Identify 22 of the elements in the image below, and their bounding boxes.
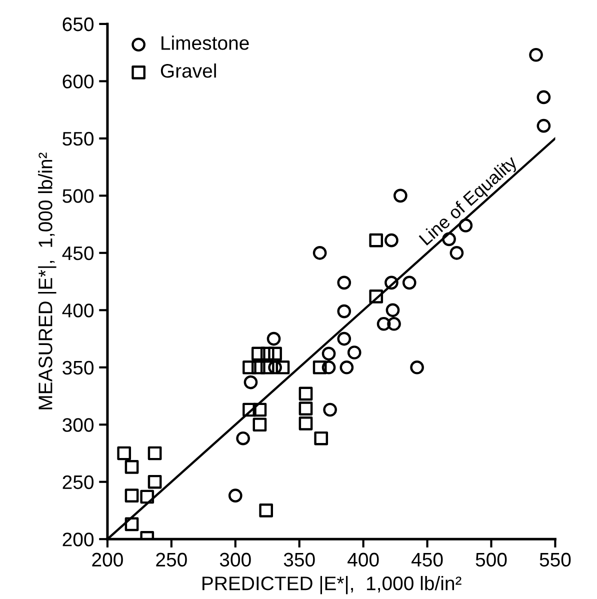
y-tick-label: 300 bbox=[62, 418, 94, 432]
x-tick-label: 550 bbox=[540, 552, 571, 567]
y-tick-label: 350 bbox=[62, 360, 94, 375]
y-tick-label: 200 bbox=[62, 532, 94, 546]
y-axis-title: MEASURED |E*|, 1,000 lb/in² bbox=[38, 152, 56, 410]
y-tick-label: 450 bbox=[62, 246, 94, 260]
x-tick-label: 350 bbox=[284, 552, 315, 567]
y-tick-label: 250 bbox=[62, 475, 94, 490]
x-axis-title: PREDICTED |E*|, 1,000 lb/in² bbox=[202, 576, 462, 594]
x-tick-label: 250 bbox=[156, 552, 187, 567]
y-tick-label: 400 bbox=[62, 304, 94, 318]
x-tick-label: 200 bbox=[92, 552, 123, 567]
y-tick-label: 650 bbox=[62, 17, 94, 32]
x-tick-label: 500 bbox=[476, 552, 507, 567]
x-tick-label: 400 bbox=[348, 552, 379, 567]
y-tick-label: 500 bbox=[62, 189, 94, 203]
y-tick-label: 600 bbox=[62, 74, 94, 88]
y-tick-label: 550 bbox=[62, 132, 94, 146]
x-tick-label: 300 bbox=[220, 552, 251, 567]
legend-label: Gravel bbox=[160, 63, 216, 78]
x-tick-label: 450 bbox=[412, 552, 443, 567]
legend-label: Limestone bbox=[162, 36, 249, 50]
